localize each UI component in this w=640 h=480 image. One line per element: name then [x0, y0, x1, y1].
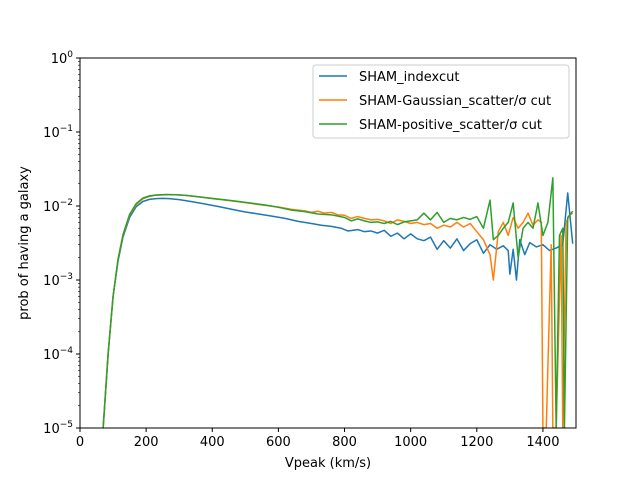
x-tick-label: 800 [332, 435, 357, 450]
x-tick-label: 1000 [394, 435, 427, 450]
axis-ticks: 0 200 400 600 800 1000 1200 1400 10−5 10−4 10−3 10−… [43, 50, 559, 450]
x-tick-label: 600 [266, 435, 291, 450]
x-tick-label: 1400 [526, 435, 559, 450]
y-tick-label: 10−2 [43, 198, 73, 215]
x-tick-label: 400 [200, 435, 225, 450]
x-axis-label: Vpeak (km/s) [285, 456, 371, 471]
y-tick-label: 10−5 [43, 420, 73, 437]
y-tick-label: 100 [51, 50, 74, 67]
legend-label-2: SHAM-Gaussian_scatter/σ cut [359, 94, 551, 109]
legend: SHAM_indexcut SHAM-Gaussian_scatter/σ cut… [312, 64, 570, 139]
legend-box [312, 64, 570, 139]
x-tick-label: 200 [134, 435, 159, 450]
legend-label-1: SHAM_indexcut [359, 70, 459, 85]
y-tick-label: 10−1 [43, 124, 73, 141]
series-line-3 [102, 177, 574, 428]
series-line-1 [102, 192, 574, 428]
x-tick-label: 1200 [460, 435, 493, 450]
y-tick-label: 10−4 [43, 346, 73, 363]
y-axis-label: prob of having a galaxy [17, 166, 32, 320]
legend-label-3: SHAM-positive_scatter/σ cut [359, 118, 542, 133]
plot-frame [79, 57, 577, 429]
y-tick-label: 10−3 [43, 272, 73, 289]
x-tick-label: 0 [76, 435, 84, 450]
series-layer [102, 177, 574, 428]
